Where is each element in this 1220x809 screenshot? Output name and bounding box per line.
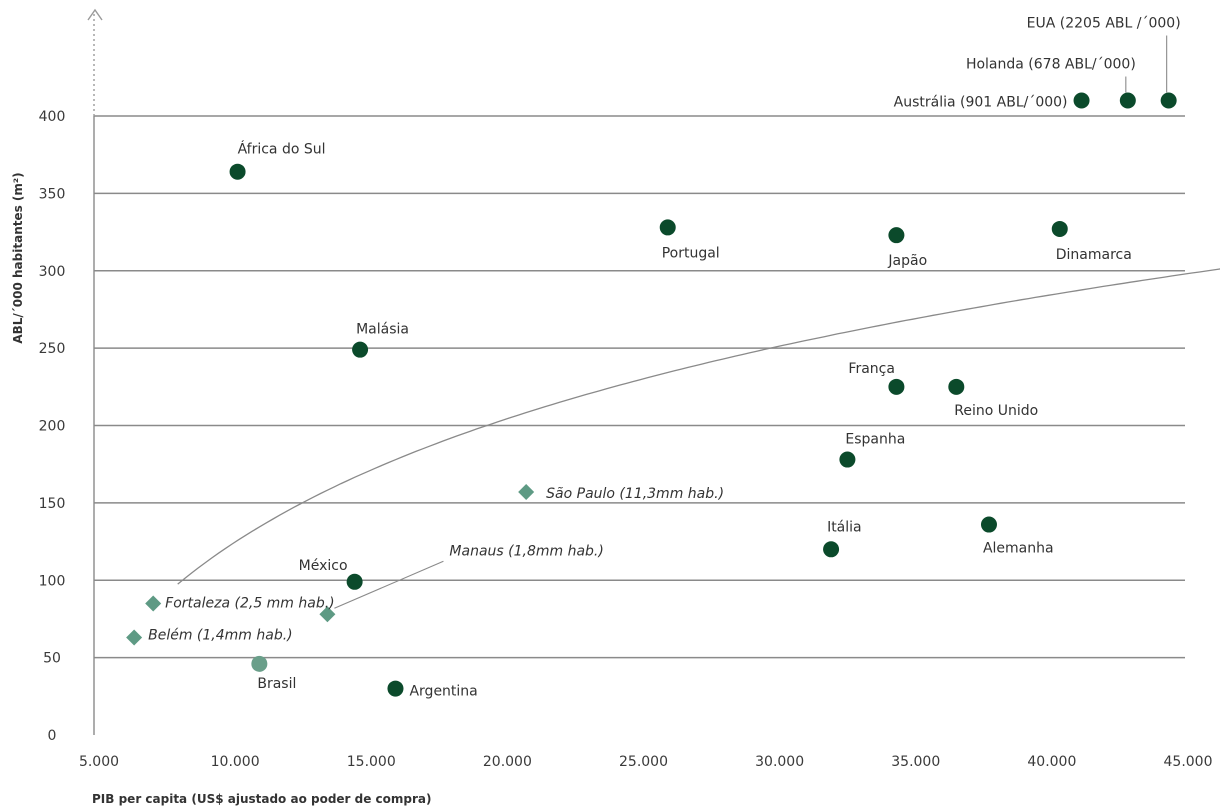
- point-label: Alemanha: [983, 541, 1054, 557]
- y-tick-label: 400: [39, 109, 66, 125]
- y-tick-label: 50: [43, 651, 61, 667]
- y-tick-label: 0: [48, 728, 57, 744]
- y-tick-label: 100: [39, 573, 66, 589]
- y-axis-arrow: [87, 8, 103, 21]
- city-label: Fortaleza (2,5 mm hab.): [165, 595, 334, 611]
- point-label: Japão: [887, 253, 927, 269]
- y-tick-label: 350: [39, 186, 66, 202]
- country-point: [1160, 92, 1177, 109]
- city-label: São Paulo (11,3mm hab.): [546, 486, 724, 502]
- city-point: [319, 606, 336, 623]
- point-label: Brasil: [257, 676, 296, 692]
- data-points: [126, 92, 1177, 697]
- country-point: [1051, 220, 1068, 237]
- x-axis-title: PIB per capita (US$ ajustado ao poder de…: [92, 792, 432, 806]
- country-point: [948, 378, 965, 395]
- country-point: [387, 680, 404, 697]
- country-point: [980, 516, 997, 533]
- point-label: Malásia: [356, 322, 409, 338]
- country-point: [352, 341, 369, 358]
- point-label: EUA (2205 ABL /´000): [1027, 16, 1181, 32]
- country-point: [659, 219, 676, 236]
- x-tick-label: 15.000: [347, 754, 396, 770]
- country-point: [346, 573, 363, 590]
- city-point: [145, 595, 162, 612]
- country-point: [251, 655, 268, 672]
- leader-line: [334, 560, 444, 609]
- point-label: Reino Unido: [954, 403, 1038, 419]
- country-point: [839, 451, 856, 468]
- point-label: México: [299, 558, 348, 574]
- y-axis-title: ABL/´000 habitantes (m²): [11, 172, 25, 343]
- country-point: [888, 378, 905, 395]
- country-point: [1073, 92, 1090, 109]
- point-label: Portugal: [662, 245, 720, 261]
- y-tick-labels: 0 50 100 150 200 250 300 350 400: [39, 109, 66, 744]
- y-tick-label: 250: [39, 341, 66, 357]
- x-tick-labels: 5.000 10.000 15.000 20.000 25.000 30.000 35.00…: [79, 754, 1213, 770]
- point-label: Argentina: [409, 684, 477, 700]
- leader-lines: [334, 35, 1168, 609]
- x-tick-label: 35.000: [891, 754, 940, 770]
- city-label: Belém (1,4mm hab.): [148, 628, 293, 644]
- y-tick-label: 200: [39, 419, 66, 435]
- point-labels: África do Sul Portugal Japão Dinamarca Malás…: [148, 16, 1181, 700]
- x-tick-label: 10.000: [211, 754, 260, 770]
- x-tick-label: 25.000: [619, 754, 668, 770]
- trend-curve: [177, 268, 1220, 585]
- point-label: França: [848, 361, 895, 377]
- x-tick-label: 40.000: [1027, 754, 1076, 770]
- point-label: Itália: [827, 519, 862, 535]
- gridlines: [94, 115, 1185, 659]
- y-axis: [87, 8, 103, 735]
- y-tick-label: 300: [39, 264, 66, 280]
- x-tick-label: 30.000: [755, 754, 804, 770]
- country-point: [229, 163, 246, 180]
- point-label: Espanha: [845, 432, 905, 448]
- y-tick-label: 150: [39, 496, 66, 512]
- country-point: [888, 227, 905, 244]
- x-tick-label: 45.000: [1164, 754, 1213, 770]
- country-point: [1119, 92, 1136, 109]
- city-point: [518, 484, 535, 501]
- country-point: [823, 541, 840, 558]
- x-tick-label: 20.000: [483, 754, 532, 770]
- point-label: Austrália (901 ABL/´000): [894, 95, 1068, 111]
- x-tick-label: 5.000: [79, 754, 119, 770]
- city-label: Manaus (1,8mm hab.): [449, 543, 603, 559]
- point-label: África do Sul: [238, 141, 326, 158]
- point-label: Dinamarca: [1056, 247, 1132, 263]
- city-point: [126, 629, 143, 646]
- point-label: Holanda (678 ABL/´000): [966, 57, 1136, 73]
